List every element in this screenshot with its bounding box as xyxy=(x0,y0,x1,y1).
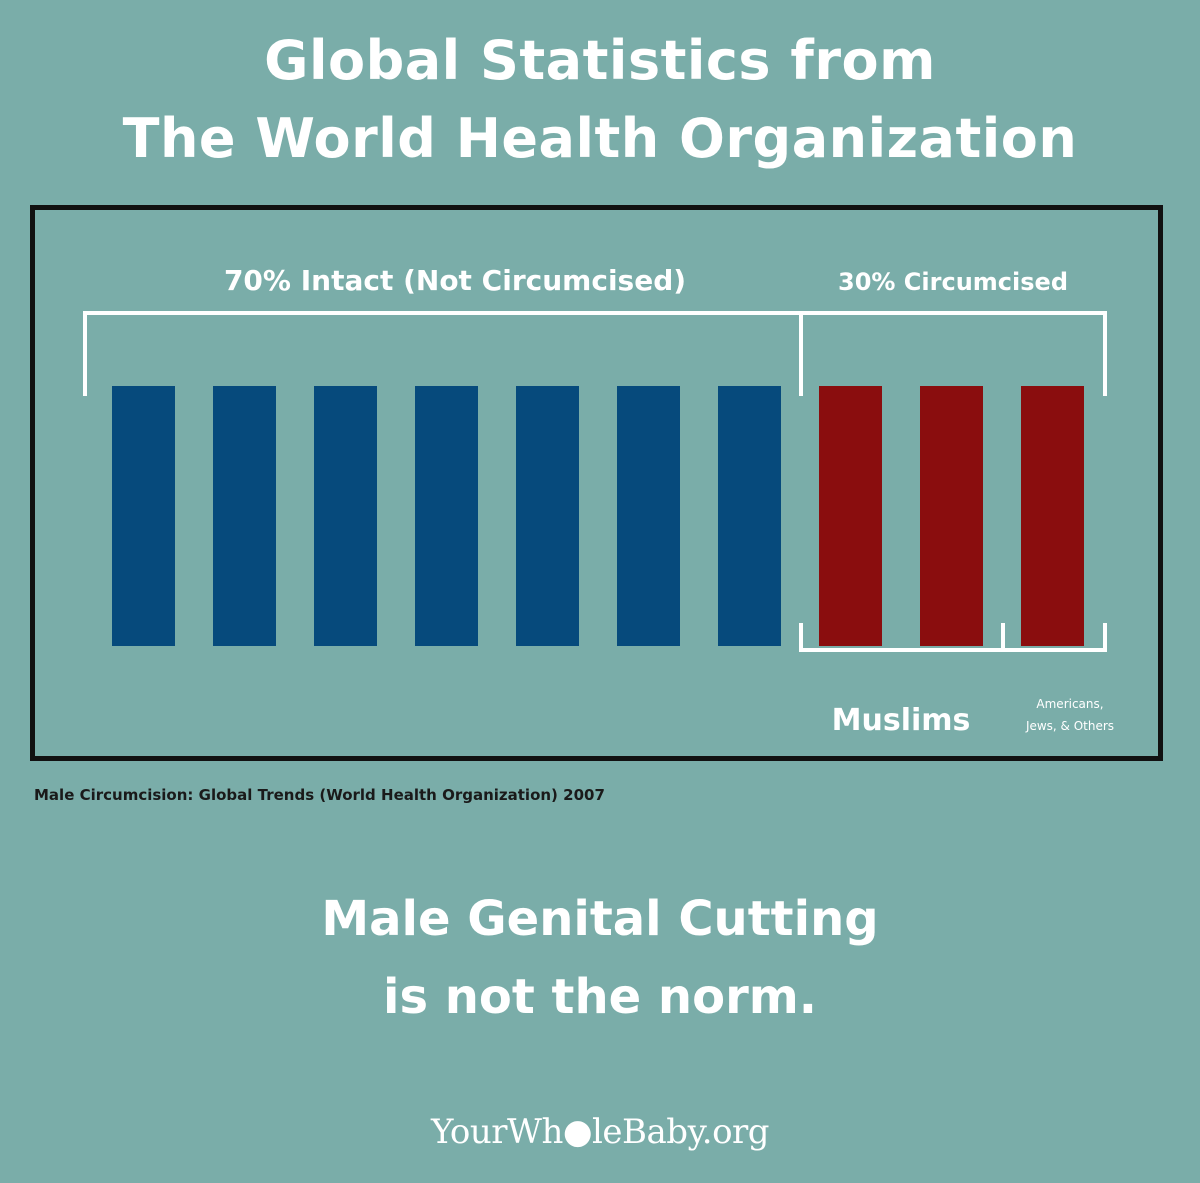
group-label-intact: 70% Intact (Not Circumcised) xyxy=(224,264,686,297)
bar-5 xyxy=(516,386,579,646)
subgroup-label-others-line-1: Americans, xyxy=(1036,697,1103,711)
headline-line-1: Male Genital Cutting xyxy=(321,891,879,947)
bar-3 xyxy=(314,386,377,646)
bracket-subgroups xyxy=(799,623,1107,652)
subgroup-label-others-line-2: Jews, & Others xyxy=(1025,719,1114,733)
chart-frame: 70% Intact (Not Circumcised) 30% Circumc… xyxy=(30,205,1163,761)
source-citation: Male Circumcision: Global Trends (World … xyxy=(34,786,605,804)
bars-group xyxy=(112,386,1084,646)
page-title: Global Statistics from The World Health … xyxy=(0,22,1200,178)
bracket-all xyxy=(83,311,1107,396)
headline-line-2: is not the norm. xyxy=(383,969,817,1025)
group-label-circumcised: 30% Circumcised xyxy=(838,268,1068,296)
chart: 70% Intact (Not Circumcised) 30% Circumc… xyxy=(83,264,1114,738)
bar-6 xyxy=(617,386,680,646)
bar-4 xyxy=(415,386,478,646)
subgroup-label-muslims: Muslims xyxy=(832,703,971,738)
bar-2 xyxy=(213,386,276,646)
headline: Male Genital Cutting is not the norm. xyxy=(0,880,1200,1036)
bar-9 xyxy=(920,386,983,646)
bar-7 xyxy=(718,386,781,646)
title-line-2: The World Health Organization xyxy=(122,107,1078,170)
bar-10 xyxy=(1021,386,1084,646)
title-line-1: Global Statistics from xyxy=(264,29,936,92)
bar-8 xyxy=(819,386,882,646)
brand-logo: YourWh●leBaby.org xyxy=(430,1112,770,1152)
bar-1 xyxy=(112,386,175,646)
